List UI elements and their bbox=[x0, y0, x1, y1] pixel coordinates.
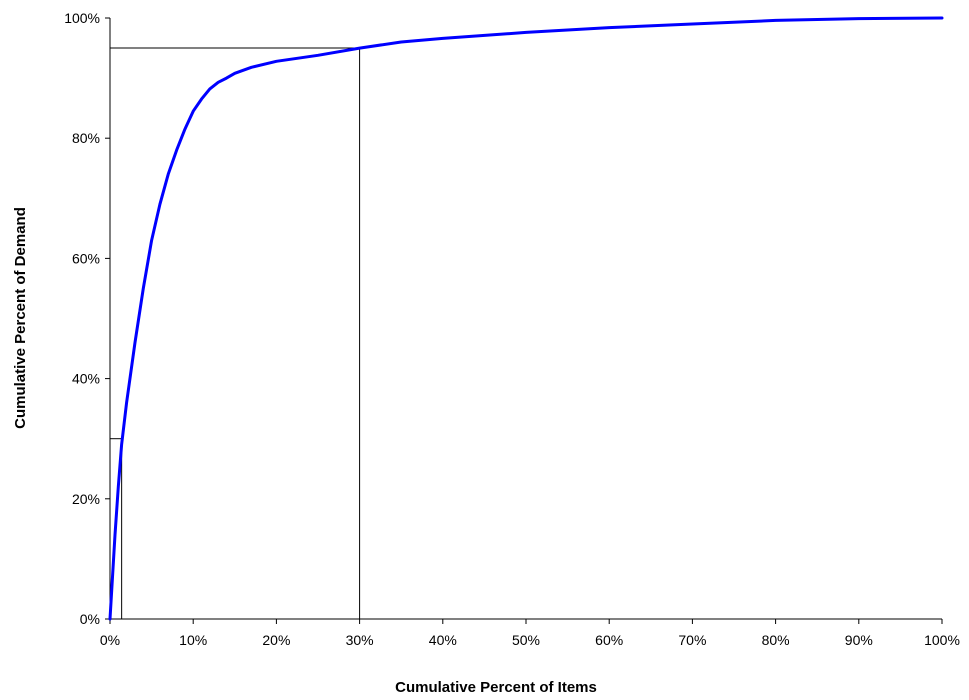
y-tick-label: 100% bbox=[64, 10, 100, 26]
y-tick-label: 80% bbox=[72, 130, 100, 146]
y-tick-label: 40% bbox=[72, 371, 100, 387]
y-tick-labels: 0% 20% 40% 60% 80% 100% bbox=[64, 10, 100, 627]
axes bbox=[105, 17, 943, 624]
y-tick-label: 60% bbox=[72, 250, 100, 266]
x-tick-label: 10% bbox=[179, 632, 207, 648]
x-tick-label: 80% bbox=[762, 632, 790, 648]
series-line bbox=[108, 16, 944, 621]
x-tick-label: 60% bbox=[595, 632, 623, 648]
series-group bbox=[108, 16, 944, 621]
y-tick-label: 0% bbox=[80, 611, 100, 627]
x-tick-label: 20% bbox=[262, 632, 290, 648]
x-tick-label: 100% bbox=[924, 632, 960, 648]
x-tick-label: 40% bbox=[429, 632, 457, 648]
x-tick-label: 0% bbox=[100, 632, 120, 648]
x-tick-label: 90% bbox=[845, 632, 873, 648]
y-tick-label: 20% bbox=[72, 491, 100, 507]
y-axis-title: Cumulative Percent of Demand bbox=[12, 207, 29, 429]
x-tick-label: 50% bbox=[512, 632, 540, 648]
reference-lines bbox=[110, 47, 361, 619]
x-tick-label: 30% bbox=[346, 632, 374, 648]
x-tick-label: 70% bbox=[678, 632, 706, 648]
x-axis-title: Cumulative Percent of Items bbox=[395, 679, 597, 696]
x-tick-labels: 0% 10% 20% 30% 40% 50% 60% 70% 80% 90% 100% bbox=[100, 632, 960, 648]
